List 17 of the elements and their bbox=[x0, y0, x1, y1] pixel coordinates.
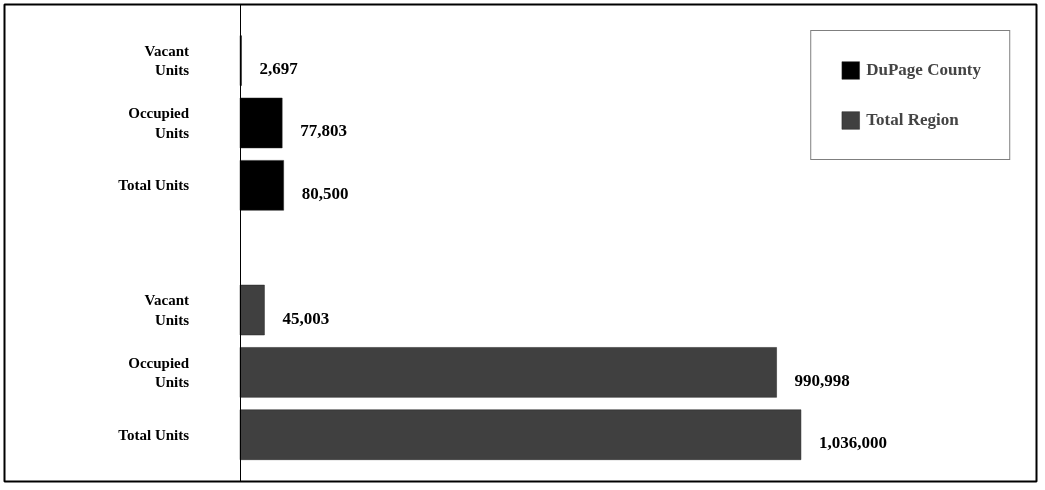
data-label: 2,697 bbox=[259, 59, 299, 79]
y-tick-label: Total Units bbox=[118, 177, 190, 194]
y-tick-label: Occupied Units bbox=[128, 354, 190, 390]
bar bbox=[239, 409, 802, 460]
y-tick-label: Vacant Units bbox=[144, 292, 190, 328]
data-label: 77,803 bbox=[300, 121, 347, 141]
legend-label: DuPage County bbox=[866, 60, 981, 80]
y-tick-label: Total Units bbox=[118, 426, 190, 443]
legend-label: Total Region bbox=[866, 110, 959, 130]
data-label: 45,003 bbox=[282, 308, 330, 328]
data-label: 80,500 bbox=[301, 183, 349, 203]
bar bbox=[239, 284, 265, 336]
y-tick-label: Vacant Units bbox=[144, 43, 190, 79]
y-tick-label: Occupied Units bbox=[128, 105, 190, 141]
data-label: 1,036,000 bbox=[818, 433, 887, 453]
bar bbox=[239, 347, 777, 398]
data-label: 990,998 bbox=[794, 370, 850, 390]
